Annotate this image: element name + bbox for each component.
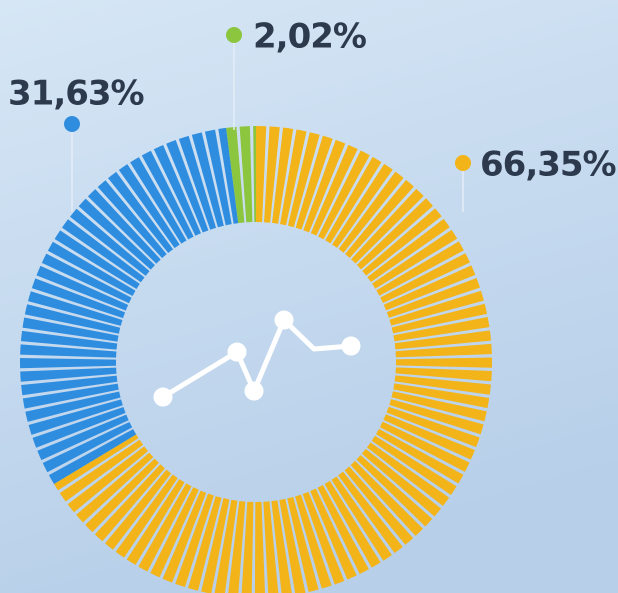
value-label: 2,02% (253, 17, 366, 57)
value-label: 31,63% (8, 74, 144, 114)
slice (20, 127, 240, 485)
label-dot (455, 155, 471, 171)
labels: 66,35% 31,63% 2,02% (8, 17, 617, 212)
donut (20, 126, 492, 593)
slice (54, 126, 492, 593)
slice (226, 126, 257, 224)
label-dot (226, 27, 242, 43)
value-label: 66,35% (480, 145, 616, 185)
center-icon (153, 310, 361, 407)
label-dot (64, 116, 80, 132)
